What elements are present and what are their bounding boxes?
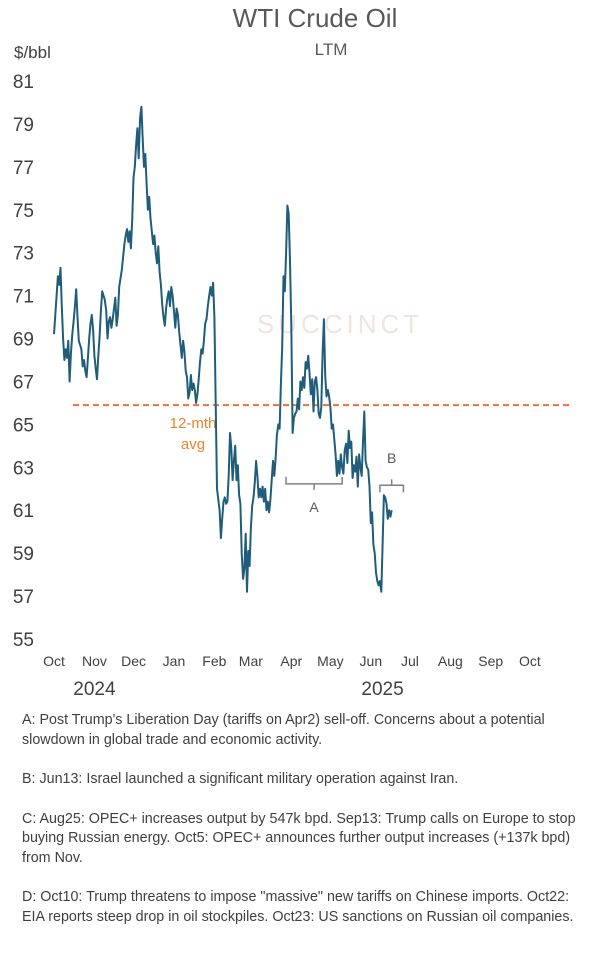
note-d: D: Oct10: Trump threatens to impose "mas… (22, 889, 574, 925)
y-tick-label: 77 (13, 158, 34, 179)
series-group (53, 105, 393, 593)
y-tick-label: 67 (13, 372, 34, 393)
y-tick-label: 71 (13, 287, 34, 308)
note-a: A: Post Trump's Liberation Day (tariffs … (22, 712, 545, 748)
annotation-label: B (387, 450, 396, 466)
year-label: 2024 (73, 679, 116, 700)
x-tick-label: Apr (280, 653, 302, 669)
watermark-text: SUCCINCT (257, 309, 423, 339)
price-line (53, 105, 393, 593)
note-c: C: Aug25: OPEC+ increases output by 547k… (22, 810, 576, 866)
annotation-notes: A: Post Trump's Liberation Day (tariffs … (22, 711, 588, 947)
avg-label: 12-mth (170, 415, 217, 432)
y-axis-ticks: 81 79 77 75 73 71 69 67 65 63 61 59 57 55 (13, 72, 34, 651)
x-tick-label: Dec (121, 653, 146, 669)
y-tick-label: 69 (13, 330, 34, 351)
y-axis-label: $/bbl (14, 43, 51, 62)
annotation-bracket (285, 476, 343, 490)
y-tick-label: 59 (13, 544, 34, 565)
y-tick-label: 57 (13, 587, 34, 608)
reference-lines: 12-mth avg (73, 404, 572, 453)
annotation-label: C (521, 0, 531, 3)
y-tick-label: 73 (13, 244, 34, 265)
x-tick-label: Sep (478, 653, 503, 669)
x-tick-label: Aug (438, 653, 463, 669)
x-tick-label: Mar (239, 653, 263, 669)
y-tick-label: 63 (13, 458, 34, 479)
avg-label: avg (181, 436, 205, 453)
chart-subtitle: LTM (315, 40, 348, 59)
y-tick-label: 75 (13, 201, 34, 222)
year-labels: 2024 2025 (73, 679, 403, 700)
y-tick-label: 55 (13, 630, 34, 651)
y-tick-label: 61 (13, 501, 34, 522)
x-tick-label: Nov (82, 653, 107, 669)
x-tick-label: Jan (163, 653, 186, 669)
x-tick-label: May (317, 653, 343, 669)
x-tick-label: Oct (519, 653, 541, 669)
note-b: B: Jun13: Israel launched a significant … (22, 771, 459, 787)
y-tick-label: 79 (13, 115, 34, 136)
x-tick-label: Oct (43, 653, 65, 669)
year-label: 2025 (361, 679, 403, 700)
annotation-label: A (309, 499, 319, 515)
wti-chart: SUCCINCT WTI Crude Oil LTM $/bbl 81 79 77 7… (0, 0, 572, 700)
annotations: A B C D (285, 0, 568, 515)
x-tick-label: Jun (360, 653, 383, 669)
annotation-label: D (557, 0, 567, 3)
annotation-bracket (379, 479, 405, 493)
x-tick-label: Feb (202, 653, 226, 669)
x-axis-ticks: Oct Nov Dec Jan Feb Mar Apr May Jun Jul Aug Sep Oct (43, 653, 541, 669)
y-tick-label: 65 (13, 415, 34, 436)
x-tick-label: Jul (401, 653, 419, 669)
chart-title: WTI Crude Oil (233, 3, 398, 33)
y-tick-label: 81 (13, 72, 34, 93)
